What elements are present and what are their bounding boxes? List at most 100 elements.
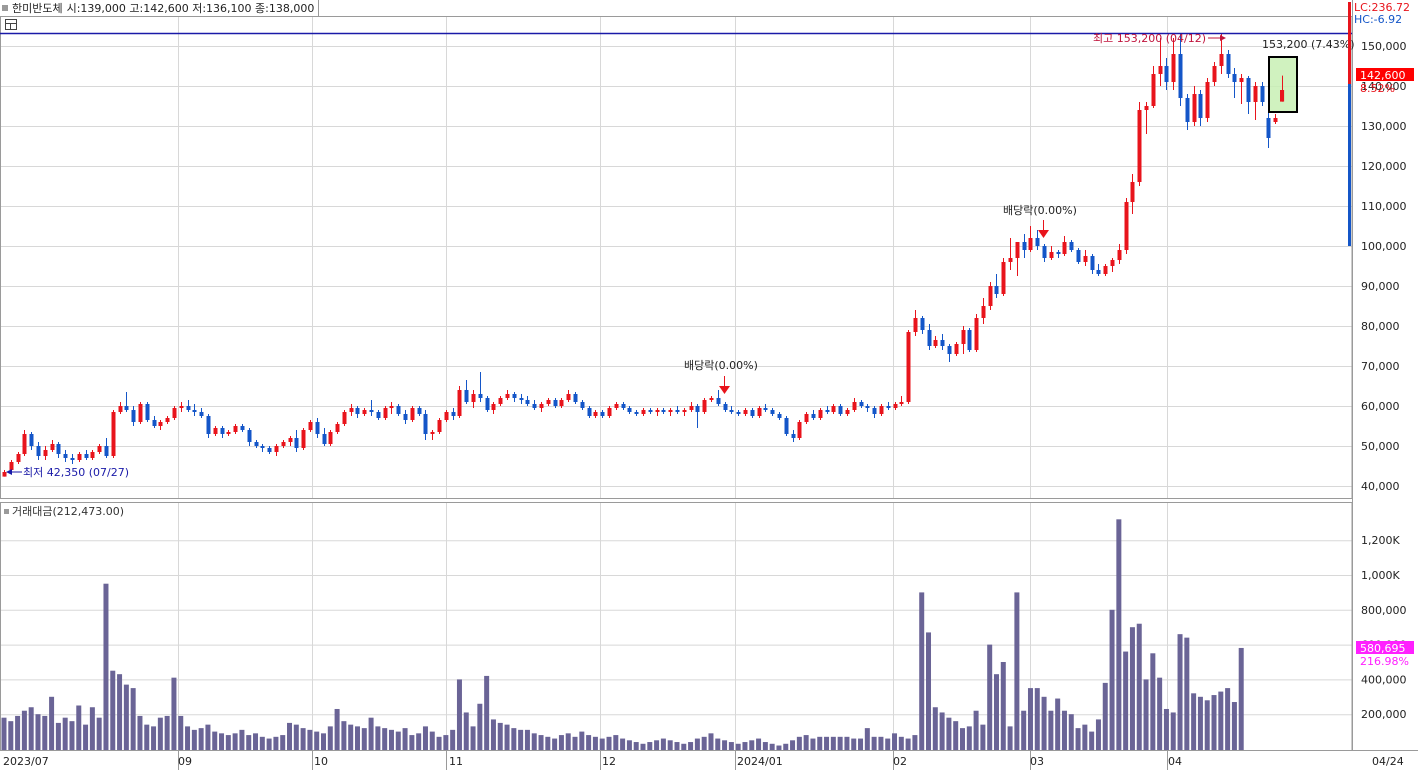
candle-body	[165, 418, 170, 422]
candle-body	[118, 406, 123, 412]
volume-bar	[932, 707, 938, 750]
candle-body	[104, 446, 109, 456]
dividend-arrow-icon	[1038, 230, 1049, 238]
candle-body	[940, 340, 945, 346]
candle-body	[186, 406, 191, 410]
candle-body	[763, 408, 768, 410]
volume-bar	[205, 724, 211, 750]
volume-bar	[579, 731, 585, 750]
candle-body	[675, 410, 680, 412]
min-arrow-icon	[6, 469, 12, 475]
volume-bar	[327, 726, 333, 750]
volume-bar	[1027, 688, 1033, 750]
candle-body	[709, 398, 714, 400]
volume-bar	[858, 738, 864, 750]
candle-body	[811, 414, 816, 418]
current-volume-pct-text: 216.98%	[1360, 655, 1409, 668]
date-label: 2024/01	[737, 755, 783, 768]
volume-bar	[749, 740, 755, 750]
volume-bar	[1204, 700, 1210, 750]
candle-body	[349, 408, 354, 412]
volume-axis-tick: 1,000K	[1361, 569, 1400, 582]
candle-body	[396, 406, 401, 414]
volume-bar	[137, 715, 143, 750]
candle-body	[1056, 252, 1061, 254]
candle-body	[63, 454, 68, 458]
volume-bar	[558, 735, 564, 750]
volume-axis-tick: 1,200K	[1361, 534, 1400, 547]
candle-body	[757, 408, 762, 416]
candle-body	[1273, 118, 1278, 122]
price-axis-tick: 40,000	[1361, 480, 1400, 493]
volume-bar	[1191, 693, 1197, 750]
volume-bar	[62, 717, 68, 750]
candle-body	[43, 450, 48, 456]
date-right-label: 04/24	[1372, 755, 1404, 768]
price-axis-tick: 120,000	[1361, 160, 1407, 173]
volume-bar	[1082, 724, 1088, 750]
candle-body	[478, 394, 483, 398]
volume-bar	[1143, 679, 1149, 750]
candle-body	[179, 406, 184, 408]
candle-body	[872, 408, 877, 414]
volume-bar	[490, 719, 496, 750]
candle-body	[451, 412, 456, 416]
candle-body	[22, 434, 27, 454]
volume-bar	[1157, 677, 1163, 750]
candle-body	[852, 402, 857, 410]
candle-body	[1042, 246, 1047, 258]
candle-body	[1205, 82, 1210, 118]
volume-bar	[8, 721, 14, 750]
candle-body	[770, 410, 775, 414]
candle-body	[1178, 54, 1183, 98]
candle-body	[1171, 54, 1176, 82]
candle-body	[573, 394, 578, 402]
volume-bar	[524, 729, 530, 750]
volume-bar	[987, 644, 993, 750]
volume-bar	[790, 740, 796, 750]
candle-body	[362, 410, 367, 414]
price-axis-tick: 70,000	[1361, 360, 1400, 373]
candle-body	[566, 394, 571, 400]
table-icon[interactable]	[5, 19, 17, 30]
candle-body	[682, 410, 687, 412]
candle-body	[152, 420, 157, 426]
volume-bar	[382, 728, 388, 750]
candle-body	[9, 462, 14, 470]
date-label: 11	[449, 755, 463, 768]
volume-bar	[1000, 662, 1006, 750]
candle-body	[1130, 182, 1135, 202]
candle-body	[1164, 66, 1169, 82]
candle-body	[519, 398, 524, 400]
candle-body	[621, 404, 626, 408]
candle-body	[315, 422, 320, 434]
candle-body	[1049, 252, 1054, 258]
axis-labels: 150,000 140,000 130,000 120,000 110,000 100,0…	[3, 1, 1414, 770]
stock-name: 한미반도체	[12, 2, 63, 15]
candle-body	[974, 318, 979, 350]
candle-body	[838, 406, 843, 414]
volume-bar	[681, 743, 687, 750]
candle-body	[1219, 54, 1224, 66]
candle-body	[1103, 266, 1108, 274]
candle-body	[471, 394, 476, 402]
volume-bar	[307, 729, 313, 750]
volume-bar	[212, 731, 218, 750]
volume-bar	[157, 717, 163, 750]
candle-body	[308, 422, 313, 430]
volume-bar	[694, 738, 700, 750]
volume-bar	[810, 738, 816, 750]
candle-body	[797, 422, 802, 438]
candle-body	[1001, 262, 1006, 294]
volume-bar	[980, 724, 986, 750]
price-axis-tick: 60,000	[1361, 400, 1400, 413]
candle-body	[131, 410, 136, 422]
candle-body	[532, 404, 537, 408]
candle-body	[342, 412, 347, 424]
candle-body	[702, 400, 707, 412]
volume-bar	[144, 724, 150, 750]
dividend-label: 배당락(0.00%)	[1003, 204, 1077, 217]
volume-bar	[287, 722, 293, 750]
volume-bar	[626, 740, 632, 750]
